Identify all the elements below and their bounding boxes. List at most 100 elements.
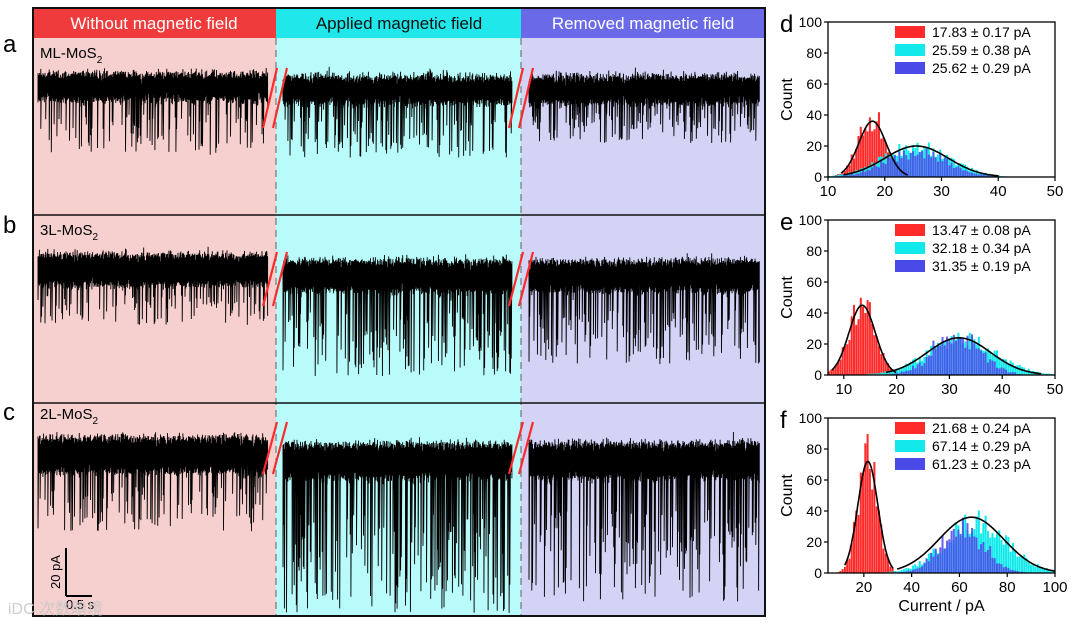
histogram-bar-blue (934, 157, 937, 177)
histogram-bar-cyan (907, 568, 910, 573)
histogram-bar-blue (936, 554, 939, 573)
histogram-bar-cyan (914, 564, 917, 573)
histogram-bar-blue (966, 335, 969, 375)
histogram-bar-blue (971, 172, 974, 177)
histogram-bar-red (875, 121, 878, 177)
histogram-bars-f (837, 433, 1055, 573)
histogram-bar-cyan (1016, 556, 1019, 573)
histogram-bar-blue (959, 168, 962, 177)
histogram-bar-red (868, 302, 871, 375)
histogram-bar-blue (989, 359, 992, 375)
histogram-bar-blue (850, 173, 853, 177)
histogram-bar-blue (866, 169, 869, 177)
histogram-bar-cyan (896, 571, 899, 573)
y-axis-label: Count (779, 474, 796, 517)
condition-label-without: Without magnetic field (70, 14, 237, 33)
histogram-bar-blue (843, 175, 846, 177)
histogram-bar-blue (950, 530, 953, 573)
histogram-bar-blue (991, 175, 994, 177)
axes-frame (827, 417, 1056, 574)
histogram-bar-blue (848, 175, 851, 177)
histogram-bar-blue (955, 536, 958, 573)
histogram-bar-blue (980, 544, 983, 573)
histogram-bar-cyan (855, 169, 858, 177)
break-mark (271, 421, 289, 475)
histogram-bar-cyan (1011, 362, 1014, 375)
legend-label: 17.83 ± 0.17 pA (932, 24, 1031, 40)
histogram-bar-cyan (993, 537, 996, 573)
histogram-bar-blue (916, 154, 919, 177)
histogram-bar-cyan (998, 175, 1001, 177)
histogram-bar-red (866, 131, 869, 177)
axes-frame (827, 219, 1056, 376)
histogram-bar-red (850, 543, 853, 573)
histogram-bar-cyan (907, 364, 910, 375)
histogram-bar-cyan (1020, 557, 1023, 573)
histogram-bar-blue (948, 165, 951, 177)
histogram-bar-blue (893, 373, 896, 375)
y-tick-label: 0 (814, 169, 822, 185)
y-tick-label: 100 (799, 14, 823, 30)
histogram-bar-red (871, 131, 874, 177)
histogram-bar-cyan (952, 158, 955, 177)
y-tick-label: 100 (799, 410, 823, 426)
histogram-bar-blue (1014, 570, 1017, 573)
histogram-bars-d (828, 112, 1010, 177)
legend-label: 13.47 ± 0.08 pA (932, 222, 1031, 238)
break-mark (261, 251, 279, 307)
histogram-bar-blue (959, 337, 962, 375)
histogram-bar-cyan (1036, 564, 1039, 573)
histogram-bar-cyan (900, 569, 903, 573)
histogram-bar-red (843, 345, 846, 375)
histogram-bar-blue (971, 334, 974, 375)
histogram-bar-blue (932, 556, 935, 573)
histogram-bar-blue (1011, 570, 1014, 573)
fit-curve (844, 460, 894, 569)
histogram-bar-blue (911, 569, 915, 573)
y-tick-label: 80 (806, 243, 822, 259)
histogram-bar-cyan (1002, 544, 1005, 573)
histogram-bar-blue (964, 169, 967, 177)
scale-bar-current-label: 20 pA (48, 555, 63, 589)
histogram-bar-blue (986, 550, 989, 573)
histogram-bar-blue (927, 355, 930, 375)
histogram-bar-blue (871, 167, 874, 177)
histogram-bar-red (882, 548, 885, 573)
histogram-bar-cyan (884, 371, 887, 375)
histogram-bar-red (837, 362, 840, 375)
histogram-bars-e (828, 297, 1055, 375)
x-axis-label: Current / pA (898, 598, 985, 615)
histogram-bar-blue (925, 148, 928, 177)
histogram-bar-blue (918, 151, 921, 177)
histogram-bar-cyan (1045, 568, 1048, 573)
histogram-bar-cyan (898, 369, 901, 375)
histogram-bar-blue (852, 174, 855, 177)
histogram-bar-cyan (848, 172, 851, 177)
histogram-bar-cyan (905, 363, 908, 375)
histogram-bar-red (850, 316, 853, 375)
histogram-bar-blue (995, 367, 998, 375)
histogram-bar-blue (957, 166, 960, 177)
histogram-bar-cyan (1005, 535, 1008, 573)
histogram-bar-red (877, 345, 880, 375)
sample-label-b: 3L-MoS2 (40, 222, 99, 243)
y-tick-label: 0 (814, 565, 822, 581)
histogram-bar-blue (1002, 567, 1005, 573)
histogram-bar-red (859, 472, 862, 573)
x-tick-label: 100 (1042, 579, 1067, 596)
histogram-bar-blue (934, 348, 937, 375)
histogram-bar-cyan (1048, 569, 1051, 573)
histogram-bar-blue (884, 164, 887, 177)
panel-letter-e: e (780, 209, 793, 236)
histogram-bar-cyan (896, 368, 899, 375)
histogram-bar-red (889, 566, 892, 573)
fit-curve (896, 516, 1055, 572)
histogram-bar-blue (932, 151, 935, 177)
histogram-bar-blue (923, 363, 926, 375)
histogram-bar-red (848, 558, 851, 573)
histogram-bar-cyan (1027, 562, 1030, 573)
histogram-bar-blue (1005, 369, 1008, 375)
histogram-bar-blue (950, 343, 953, 375)
histogram-bar-red (882, 136, 885, 177)
histogram-bar-cyan (984, 172, 987, 177)
